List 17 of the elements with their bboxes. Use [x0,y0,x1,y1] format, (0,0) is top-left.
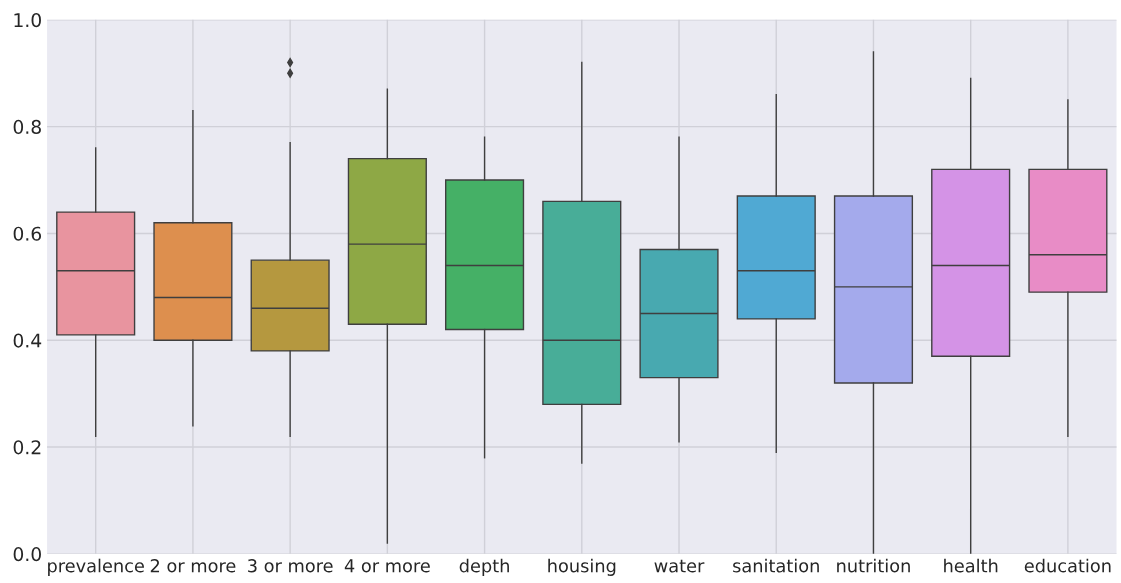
x-tick-label: water [654,559,705,573]
x-tick-label: education [1024,558,1111,573]
x-tick-label: 4 or more [344,559,430,573]
y-tick-label: 0.6 [13,226,42,241]
x-tick-label: prevalence [48,558,144,576]
x-tick-label: sanitation [733,558,819,573]
y-tick-label: 0.0 [13,547,41,562]
x-tick-label: depth [459,558,509,576]
y-tick-label: 0.8 [13,119,41,135]
y-tick-label: 1.0 [14,13,41,28]
x-tick-label: health [944,558,998,573]
x-tick-label: housing [548,558,616,576]
x-tick-label: 2 or more [150,559,236,573]
y-tick-label: 0.2 [13,440,41,455]
y-tick-label: 0.4 [13,333,42,348]
x-tick-label: nutrition [837,558,910,573]
x-tick-label: 3 or more [248,559,333,573]
